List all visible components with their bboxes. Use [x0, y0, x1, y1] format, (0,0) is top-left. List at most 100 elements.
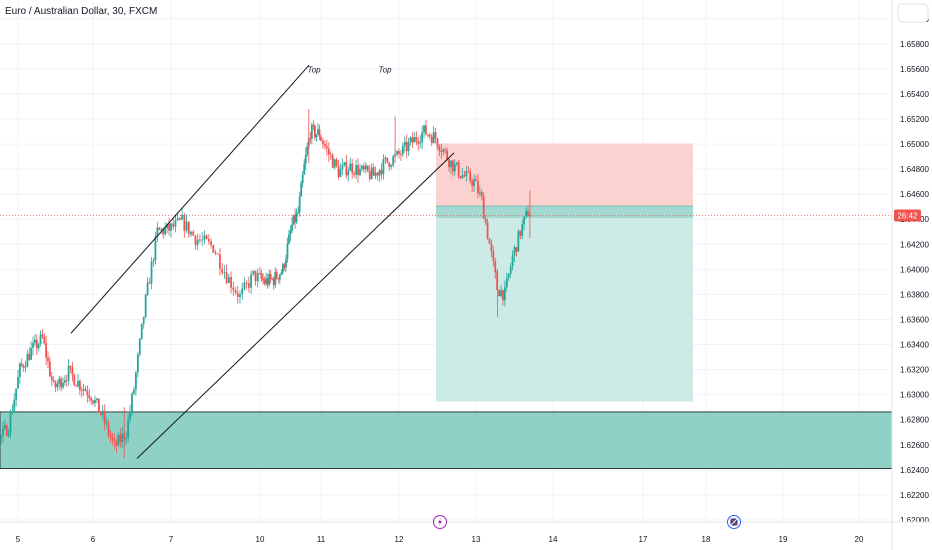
candle-body — [48, 361, 51, 377]
candle-body — [160, 229, 163, 231]
candle-body — [158, 227, 161, 230]
candle-body — [47, 357, 49, 362]
candle-body — [298, 196, 301, 213]
candle-body — [317, 129, 319, 135]
candle-body — [473, 179, 475, 186]
candle-body — [312, 124, 315, 126]
candle-body — [192, 231, 195, 236]
candle-body — [45, 343, 48, 358]
candle-body — [527, 211, 529, 217]
candle-body — [207, 238, 210, 242]
settings-button[interactable] — [897, 3, 929, 23]
y-axis-background — [892, 0, 932, 550]
candle-body — [247, 283, 250, 288]
candle-body — [378, 170, 381, 176]
candle-body — [164, 228, 167, 235]
candle-body — [129, 411, 131, 420]
candle-body — [212, 245, 215, 253]
y-tick-label: 1.64600 — [900, 190, 929, 199]
y-tick-label: 1.62200 — [900, 491, 929, 500]
candle-body — [423, 125, 425, 133]
candle-body — [347, 170, 350, 176]
candle-body — [135, 372, 137, 390]
top-annotation: Top — [307, 66, 321, 75]
candle-body — [254, 270, 257, 282]
candle-body — [384, 157, 387, 160]
stop-zone[interactable] — [436, 143, 693, 207]
y-tick-label: 1.63000 — [900, 391, 929, 400]
candle-body — [152, 260, 155, 262]
candle-body — [525, 211, 527, 217]
y-tick-label: 1.65200 — [900, 115, 929, 124]
candle-body — [241, 288, 244, 295]
candle-body — [221, 268, 224, 273]
candle-body — [216, 253, 219, 255]
x-tick-label: 14 — [549, 535, 558, 544]
candle-body — [337, 165, 340, 178]
candle-body — [32, 342, 34, 348]
candle-body — [413, 137, 416, 143]
x-tick-label: 13 — [472, 535, 481, 544]
candle-body — [230, 277, 232, 288]
candle-body — [517, 230, 520, 252]
candle-body — [71, 367, 74, 375]
candle-body — [488, 238, 491, 244]
channel[interactable] — [70, 64, 455, 459]
candle-body — [315, 134, 318, 138]
candle-body — [232, 287, 235, 291]
candle-body — [105, 422, 108, 424]
candle-body — [144, 294, 147, 317]
candle-body — [225, 272, 228, 283]
candle-body — [322, 140, 324, 145]
candle-body — [37, 343, 40, 349]
candle-body — [39, 334, 42, 344]
demand-zone[interactable] — [0, 411, 893, 469]
candle-body — [398, 151, 400, 155]
candle-body — [396, 151, 398, 155]
candle-body — [440, 150, 443, 152]
x-tick-label: 12 — [395, 535, 404, 544]
candle-body — [133, 389, 135, 394]
candle-body — [115, 441, 118, 446]
candle-body — [3, 425, 6, 429]
candle-body — [111, 437, 114, 440]
candle-body — [214, 252, 217, 254]
candle-body — [0, 435, 3, 438]
y-tick-label: 1.62600 — [900, 441, 929, 450]
candle-body — [331, 155, 334, 168]
candle-body — [455, 162, 458, 165]
x-tick-label: 19 — [779, 535, 788, 544]
candle-body — [113, 439, 116, 442]
candle-body — [269, 274, 272, 279]
candle-body — [361, 165, 363, 170]
y-axis[interactable]: 1.660001.658001.656001.654001.652001.650… — [892, 0, 932, 550]
entry-zone[interactable] — [436, 206, 693, 218]
candle-body — [172, 223, 175, 227]
channel-lower-line[interactable] — [136, 152, 455, 459]
y-tick-label: 1.63200 — [900, 366, 929, 375]
candle-body — [386, 157, 389, 163]
candle-body — [419, 142, 422, 144]
candle-body — [174, 220, 177, 227]
candles[interactable] — [0, 108, 531, 463]
candle-body — [260, 273, 263, 279]
candle-body — [223, 272, 226, 274]
candle-body — [219, 254, 221, 269]
target-zone[interactable] — [436, 217, 693, 402]
flag-cross — [730, 518, 738, 526]
candle-body — [434, 132, 437, 139]
candle-body — [339, 168, 342, 178]
candle-body — [463, 175, 466, 177]
candle-body — [492, 251, 495, 261]
channel-upper-line[interactable] — [70, 64, 310, 334]
candle-body — [448, 159, 450, 168]
candle-body — [88, 395, 91, 399]
candle-body — [370, 167, 373, 179]
candle-body — [187, 221, 190, 235]
candle-body — [401, 145, 404, 155]
candle-body — [291, 224, 293, 231]
candle-body — [268, 274, 271, 285]
candle-body — [310, 124, 313, 139]
